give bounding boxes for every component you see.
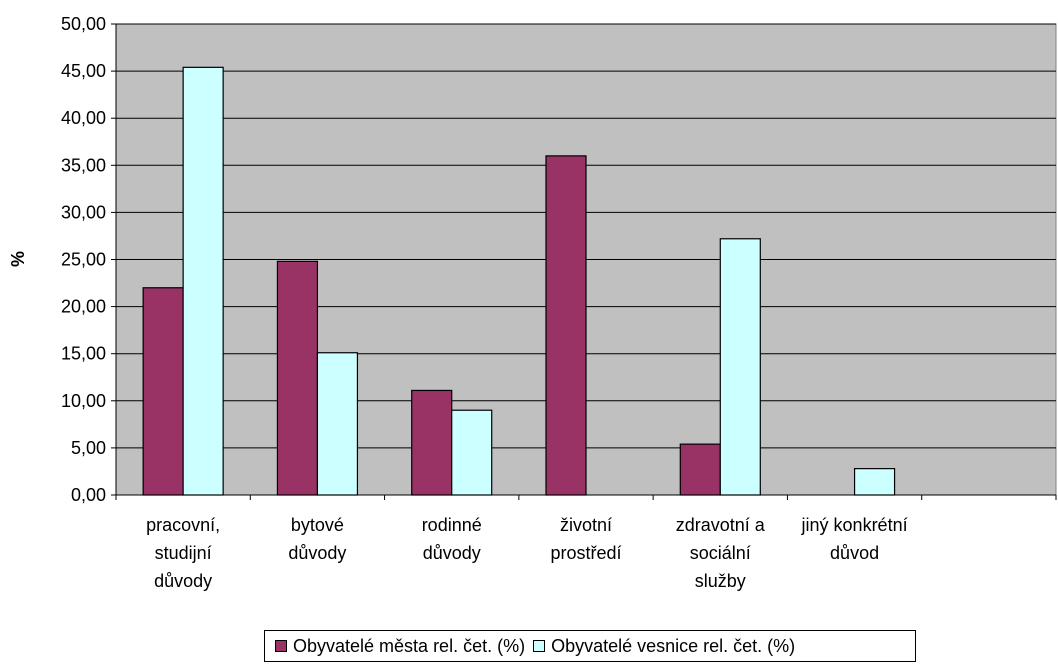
legend-label-city: Obyvatelé města rel. čet. (%) bbox=[293, 635, 526, 656]
legend-swatch-village bbox=[533, 640, 546, 652]
y-tick-label: 0,00 bbox=[71, 485, 106, 505]
y-axis-label: % bbox=[8, 251, 28, 267]
legend-item-village: Obyvatelé vesnice rel. čet. (%) bbox=[533, 636, 795, 657]
legend-label-village: Obyvatelé vesnice rel. čet. (%) bbox=[551, 635, 796, 656]
y-tick-label: 15,00 bbox=[61, 344, 106, 364]
axes bbox=[111, 23, 1057, 500]
bar bbox=[411, 389, 453, 496]
bar bbox=[679, 443, 721, 496]
y-tick-label: 25,00 bbox=[61, 250, 106, 270]
x-tick-label: rodinné bbox=[422, 515, 482, 535]
x-tick-label: důvod bbox=[830, 543, 879, 563]
bar bbox=[316, 352, 359, 496]
x-tick-label: studijní bbox=[155, 543, 212, 563]
y-tick-label: 45,00 bbox=[61, 61, 106, 81]
x-tick-label: důvody bbox=[154, 571, 212, 591]
x-tick-labels: pracovní, studijní důvody bytové důvody rodin… bbox=[146, 515, 907, 591]
y-tick-label: 30,00 bbox=[61, 202, 106, 222]
bar bbox=[276, 260, 319, 496]
x-tick-label: pracovní, bbox=[146, 515, 220, 535]
y-tick-label: 10,00 bbox=[61, 391, 106, 411]
x-tick-label: zdravotní a bbox=[676, 515, 766, 535]
y-tick-label: 40,00 bbox=[61, 108, 106, 128]
x-tick-label: bytové bbox=[291, 515, 344, 535]
bar bbox=[719, 238, 761, 496]
y-tick-label: 20,00 bbox=[61, 297, 106, 317]
y-tick-label: 50,00 bbox=[61, 14, 106, 34]
x-tick-label: jiný konkrétní bbox=[801, 515, 908, 535]
bar bbox=[853, 468, 896, 496]
gridlines bbox=[116, 23, 1056, 449]
y-tick-label: 35,00 bbox=[61, 155, 106, 175]
y-tick-label: 5,00 bbox=[71, 438, 106, 458]
y-tick-labels: 0,00 5,00 10,00 15,00 20,00 25,00 30,00 35,00 40… bbox=[61, 14, 106, 505]
x-tick-label: prostředí bbox=[550, 543, 621, 563]
legend-swatch-city bbox=[275, 640, 287, 652]
x-tick-label: sociální bbox=[690, 543, 751, 563]
bar bbox=[451, 409, 493, 496]
legend: Obyvatelé města rel. čet. (%) Obyvatelé … bbox=[264, 630, 916, 662]
bar bbox=[142, 287, 184, 496]
x-tick-label: důvody bbox=[288, 543, 346, 563]
legend-item-city: Obyvatelé města rel. čet. (%) bbox=[275, 636, 525, 657]
x-tick-label: důvody bbox=[423, 543, 481, 563]
x-tick-label: služby bbox=[695, 571, 746, 591]
bar bbox=[545, 155, 587, 496]
bar bbox=[182, 66, 224, 496]
x-tick-label: životní bbox=[560, 515, 612, 535]
